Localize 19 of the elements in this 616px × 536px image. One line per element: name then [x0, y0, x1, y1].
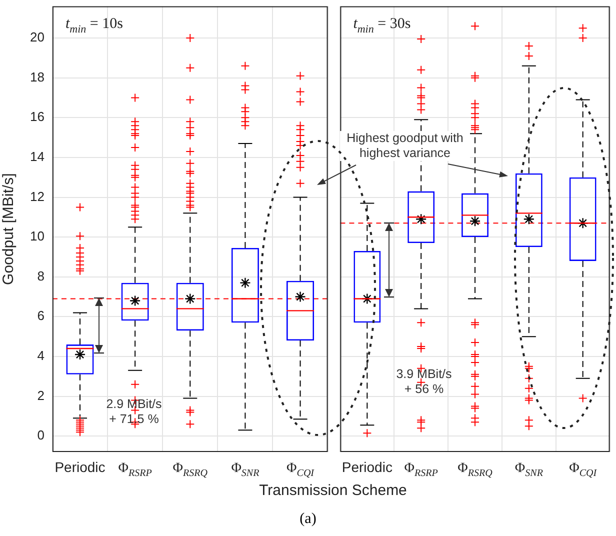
y-tick-label: 4 — [37, 348, 44, 364]
annotation: 3.9 MBit/s + 56 % — [395, 367, 453, 397]
annotation: Highest goodput with highest variance — [340, 131, 470, 161]
y-axis-title: Goodput [MBit/s] — [0, 173, 18, 285]
annotation: 2.9 MBit/s + 71.5 % — [105, 397, 163, 427]
text: (a) — [298, 511, 318, 527]
y-tick-label: 12 — [30, 188, 44, 204]
x-tick-label: Periodic — [342, 459, 392, 475]
y-tick-label: 8 — [37, 268, 44, 284]
y-tick-label: 20 — [30, 30, 44, 45]
y-tick-label: 14 — [30, 149, 44, 164]
x-tick-label: Periodic — [54, 459, 106, 475]
y-tick-label: 2 — [37, 388, 44, 403]
y-tick-label: 18 — [30, 69, 44, 84]
y-tick-label: 10 — [30, 228, 44, 244]
y-tick-label: 6 — [37, 308, 44, 324]
y-tick-label: 16 — [30, 109, 44, 124]
y-tick-label: 0 — [37, 428, 44, 443]
x-axis-title: Transmission Scheme — [258, 482, 408, 499]
